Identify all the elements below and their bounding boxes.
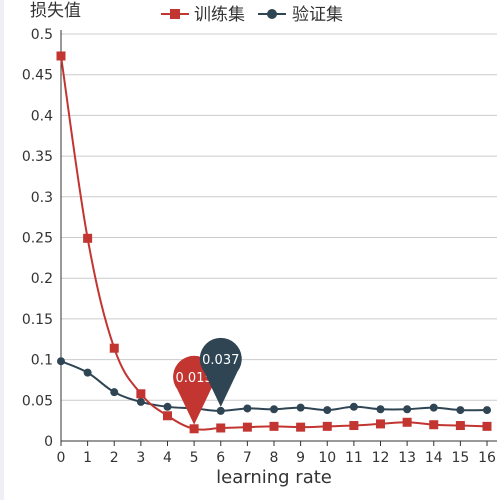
legend-square-icon xyxy=(170,9,180,19)
data-point-validation[interactable] xyxy=(270,405,278,414)
data-point-validation[interactable] xyxy=(323,406,332,415)
y-tick-label: 0.5 xyxy=(31,27,53,43)
y-tick-label: 0.05 xyxy=(22,393,53,409)
series-lines xyxy=(60,55,488,431)
data-point-validation[interactable] xyxy=(429,403,438,412)
legend-label: 训练集 xyxy=(194,5,245,25)
mark-point-label: 0.015 xyxy=(176,371,213,386)
mark-point-pin[interactable]: 0.015 xyxy=(173,355,216,425)
series-line-0 xyxy=(60,55,488,431)
grid-lines xyxy=(61,33,497,401)
y-tick-label: 0.15 xyxy=(22,312,53,328)
data-point-validation[interactable] xyxy=(456,406,465,415)
x-tick-label: 7 xyxy=(243,450,252,466)
data-point-validation[interactable] xyxy=(83,368,92,377)
data-point-validation[interactable] xyxy=(296,403,305,412)
y-tick-label: 0.25 xyxy=(22,231,53,247)
series-line-1 xyxy=(60,360,488,412)
x-axis-title: learning rate xyxy=(216,467,332,488)
data-point-train[interactable] xyxy=(269,421,279,431)
data-point-validation[interactable] xyxy=(163,402,172,411)
data-point-train[interactable] xyxy=(109,343,119,353)
mark-point-pin[interactable]: 0.037 xyxy=(199,337,242,407)
data-point-train[interactable] xyxy=(322,421,332,431)
data-point-validation[interactable] xyxy=(136,397,145,406)
data-point-validation[interactable] xyxy=(110,388,119,397)
data-point-validation[interactable] xyxy=(376,405,385,414)
data-point-validation[interactable] xyxy=(403,405,412,414)
data-point-validation[interactable] xyxy=(216,406,225,415)
mark-point-shape xyxy=(199,337,242,407)
y-tick-label: 0.35 xyxy=(22,149,53,165)
data-point-validation[interactable] xyxy=(349,402,358,411)
data-point-train[interactable] xyxy=(402,417,412,427)
x-tick-label: 8 xyxy=(270,450,279,466)
x-tick-label: 2 xyxy=(110,450,119,466)
axes xyxy=(60,30,497,446)
x-tick-label: 13 xyxy=(398,450,416,466)
data-point-train[interactable] xyxy=(376,419,385,429)
data-point-train[interactable] xyxy=(163,411,172,421)
y-tick-label: 0.45 xyxy=(22,68,53,84)
y-tick-label: 0 xyxy=(44,434,53,450)
data-point-train[interactable] xyxy=(242,422,252,432)
y-tick-label: 0.4 xyxy=(31,108,53,124)
y-tick-label: 0.1 xyxy=(31,353,53,369)
x-tick-label: 5 xyxy=(190,450,199,466)
mark-point-shape xyxy=(173,355,216,425)
x-tick-label: 14 xyxy=(425,450,443,466)
x-tick-label: 3 xyxy=(136,450,145,466)
legend[interactable]: 训练集 验证集 xyxy=(161,5,343,25)
x-tick-label: 16 xyxy=(478,450,496,466)
data-point-train[interactable] xyxy=(349,421,359,431)
page-edge-strip xyxy=(0,0,4,500)
mark-points: 0.015 0.037 xyxy=(173,337,242,425)
mark-point-label: 0.037 xyxy=(202,353,239,368)
data-point-train[interactable] xyxy=(189,424,199,434)
data-point-validation[interactable] xyxy=(243,404,252,413)
legend-circle-icon xyxy=(267,9,277,19)
data-point-validation[interactable] xyxy=(57,357,65,366)
data-point-train[interactable] xyxy=(429,420,439,430)
y-tick-label: 0.2 xyxy=(31,271,53,287)
x-tick-label: 6 xyxy=(216,450,225,466)
data-point-train[interactable] xyxy=(136,389,146,399)
y-tick-labels: 0 0.05 0.1 0.15 0.2 0.25 0.3 0.35 0.4 0.45 0.5 xyxy=(22,27,53,450)
data-point-train[interactable] xyxy=(83,233,93,243)
legend-item-1[interactable]: 验证集 xyxy=(258,5,343,25)
x-tick-label: 1 xyxy=(83,450,92,466)
data-point-train[interactable] xyxy=(296,422,306,432)
x-tick-label: 10 xyxy=(318,450,336,466)
data-point-train[interactable] xyxy=(482,421,492,431)
data-point-validation[interactable] xyxy=(483,406,491,415)
x-tick-label: 4 xyxy=(163,450,172,466)
data-point-train[interactable] xyxy=(455,421,465,431)
x-tick-label: 15 xyxy=(451,450,469,466)
data-point-train[interactable] xyxy=(216,423,226,433)
data-point-train[interactable] xyxy=(56,51,66,61)
x-tick-label: 0 xyxy=(57,450,66,466)
x-tick-label: 12 xyxy=(372,450,390,466)
x-tick-label: 9 xyxy=(296,450,305,466)
legend-item-0[interactable]: 训练集 xyxy=(161,5,245,25)
x-tick-labels: 0 1 2 3 4 5 6 7 8 9 10 11 12 13 14 15 16 xyxy=(57,450,496,466)
y-axis-title: 损失值 xyxy=(30,1,81,21)
y-tick-label: 0.3 xyxy=(31,190,53,206)
series-markers xyxy=(56,51,492,434)
legend-label: 验证集 xyxy=(292,5,343,25)
x-tick-label: 11 xyxy=(345,450,363,466)
